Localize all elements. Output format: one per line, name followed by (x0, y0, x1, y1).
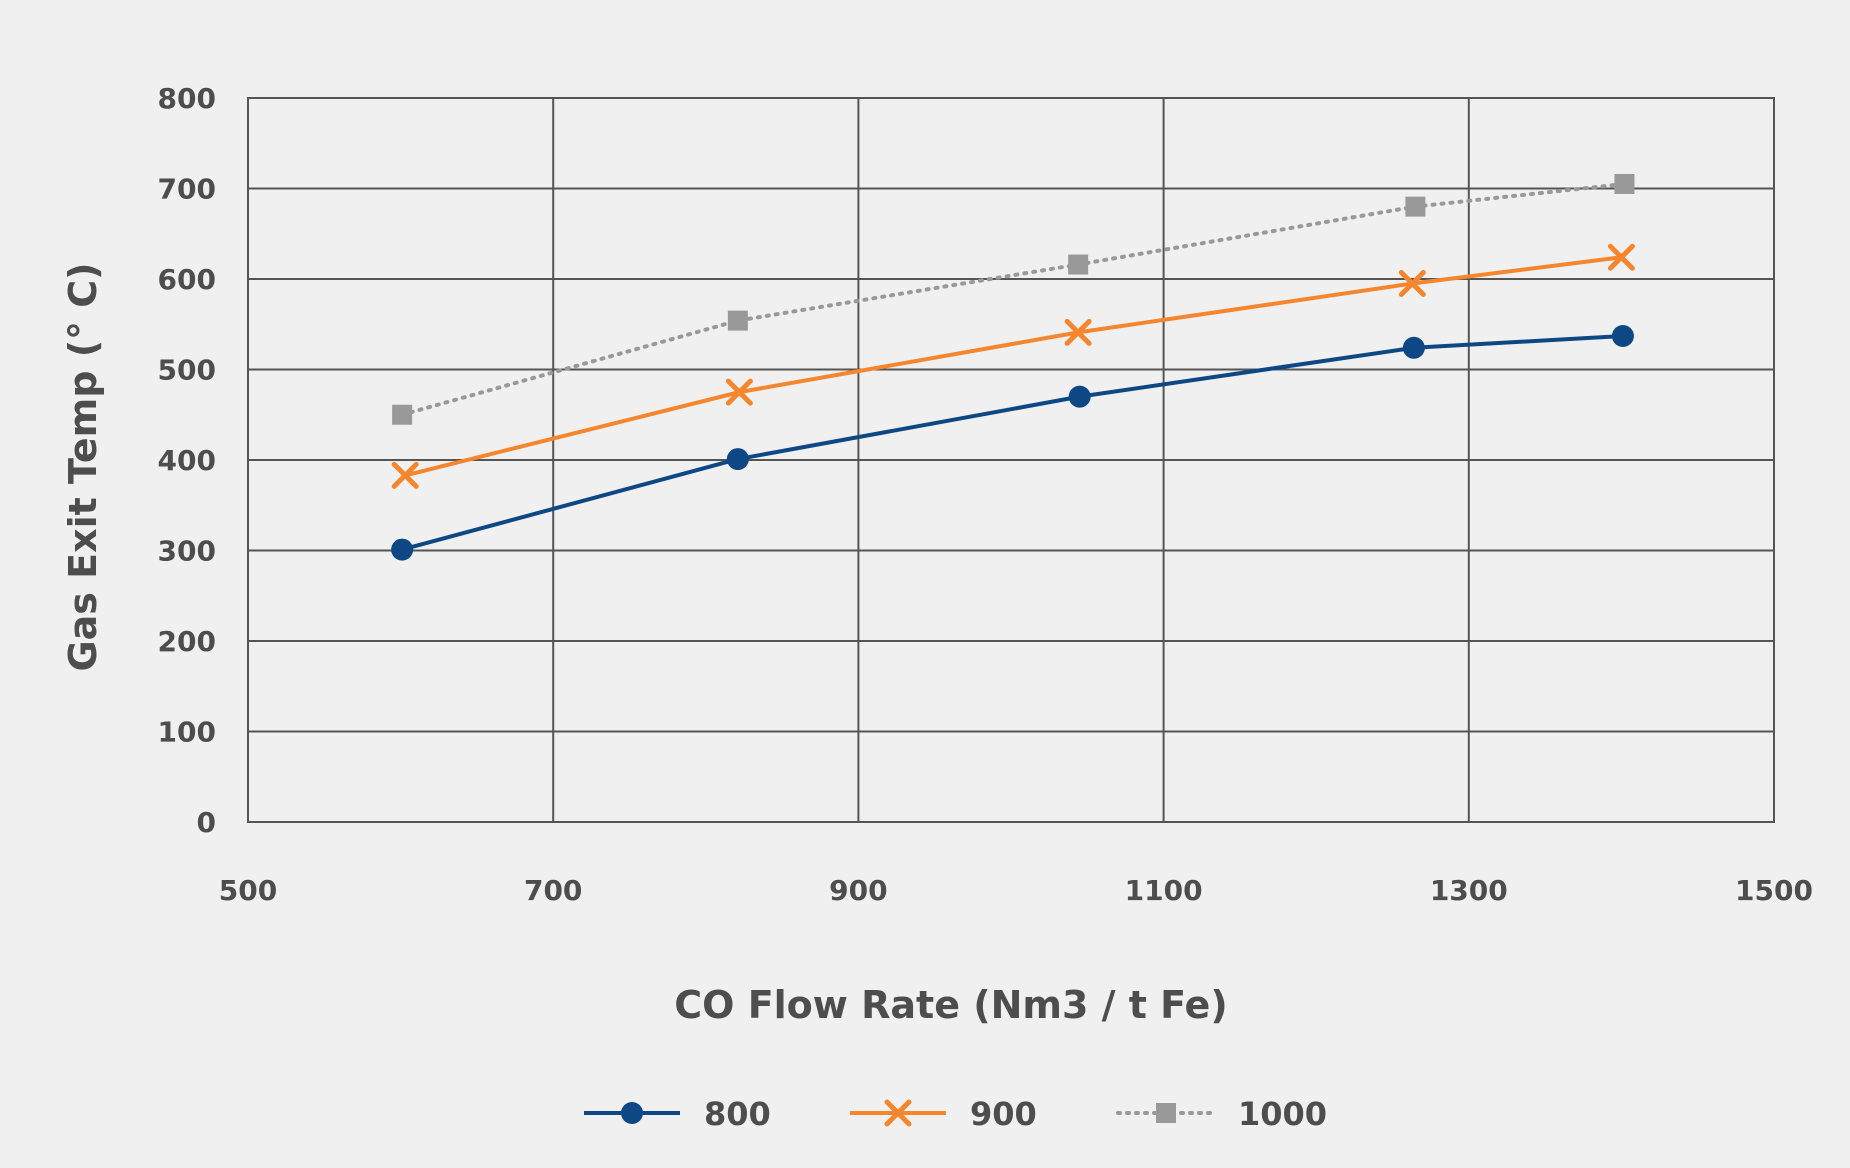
x-tick-labels: 500 700 900 1100 1300 1500 (219, 874, 1813, 907)
y-tick-label: 300 (158, 535, 216, 568)
y-tick-label: 100 (158, 716, 216, 749)
legend-label: 800 (704, 1095, 771, 1133)
data-point-900 (725, 378, 753, 406)
data-point-1000 (727, 310, 748, 331)
series-line-800 (401, 334, 1624, 552)
data-point-800 (1068, 385, 1091, 408)
data-point-800 (1611, 325, 1634, 348)
legend-item-900: 900 (850, 1095, 1037, 1133)
x-tick-label: 1100 (1125, 874, 1203, 907)
x-axis-title: CO Flow Rate (Nm3 / t Fe) (674, 983, 1227, 1027)
y-tick-label: 0 (197, 806, 216, 839)
data-point-900 (1607, 243, 1635, 271)
data-point-900 (1064, 318, 1092, 346)
y-tick-label: 200 (158, 625, 216, 658)
series-line-900 (404, 255, 1622, 478)
x-tick-label: 500 (219, 874, 277, 907)
x-tick-label: 1500 (1735, 874, 1813, 907)
y-axis-title: Gas Exit Temp (° C) (61, 262, 105, 671)
data-point-1000 (1614, 173, 1635, 194)
data-point-900 (391, 461, 419, 489)
legend-label: 900 (970, 1095, 1037, 1133)
series-line-1000 (400, 181, 1627, 417)
legend-item-1000: 1000 (1116, 1095, 1327, 1133)
plot-frame (247, 97, 1775, 823)
x-tick-label: 700 (524, 874, 582, 907)
x-tick-label: 900 (829, 874, 887, 907)
y-tick-label: 500 (158, 354, 216, 387)
data-point-1000 (1405, 196, 1426, 217)
data-point-900 (1398, 270, 1426, 298)
series-1000 (392, 173, 1635, 425)
data-point-1000 (1068, 254, 1089, 275)
series-800 (391, 325, 1634, 561)
data-point-800 (726, 448, 749, 471)
legend-swatch-marker (1156, 1103, 1176, 1123)
data-point-800 (391, 538, 414, 561)
legend-item-800: 800 (584, 1095, 771, 1133)
data-point-800 (1402, 336, 1425, 359)
y-tick-labels: 0 100 200 300 400 500 600 700 800 (158, 82, 216, 839)
grid (247, 97, 1775, 823)
data-point-1000 (392, 404, 413, 425)
legend-swatch-marker (621, 1102, 643, 1124)
legend-label: 1000 (1238, 1095, 1327, 1133)
y-tick-label: 600 (158, 263, 216, 296)
series-900 (391, 243, 1635, 489)
legend-swatch-marker (884, 1099, 912, 1127)
x-tick-label: 1300 (1430, 874, 1508, 907)
series (391, 173, 1635, 561)
y-tick-label: 700 (158, 173, 216, 206)
legend: 800 900 1000 (584, 1095, 1327, 1133)
y-tick-label: 800 (158, 82, 216, 115)
y-tick-label: 400 (158, 444, 216, 477)
